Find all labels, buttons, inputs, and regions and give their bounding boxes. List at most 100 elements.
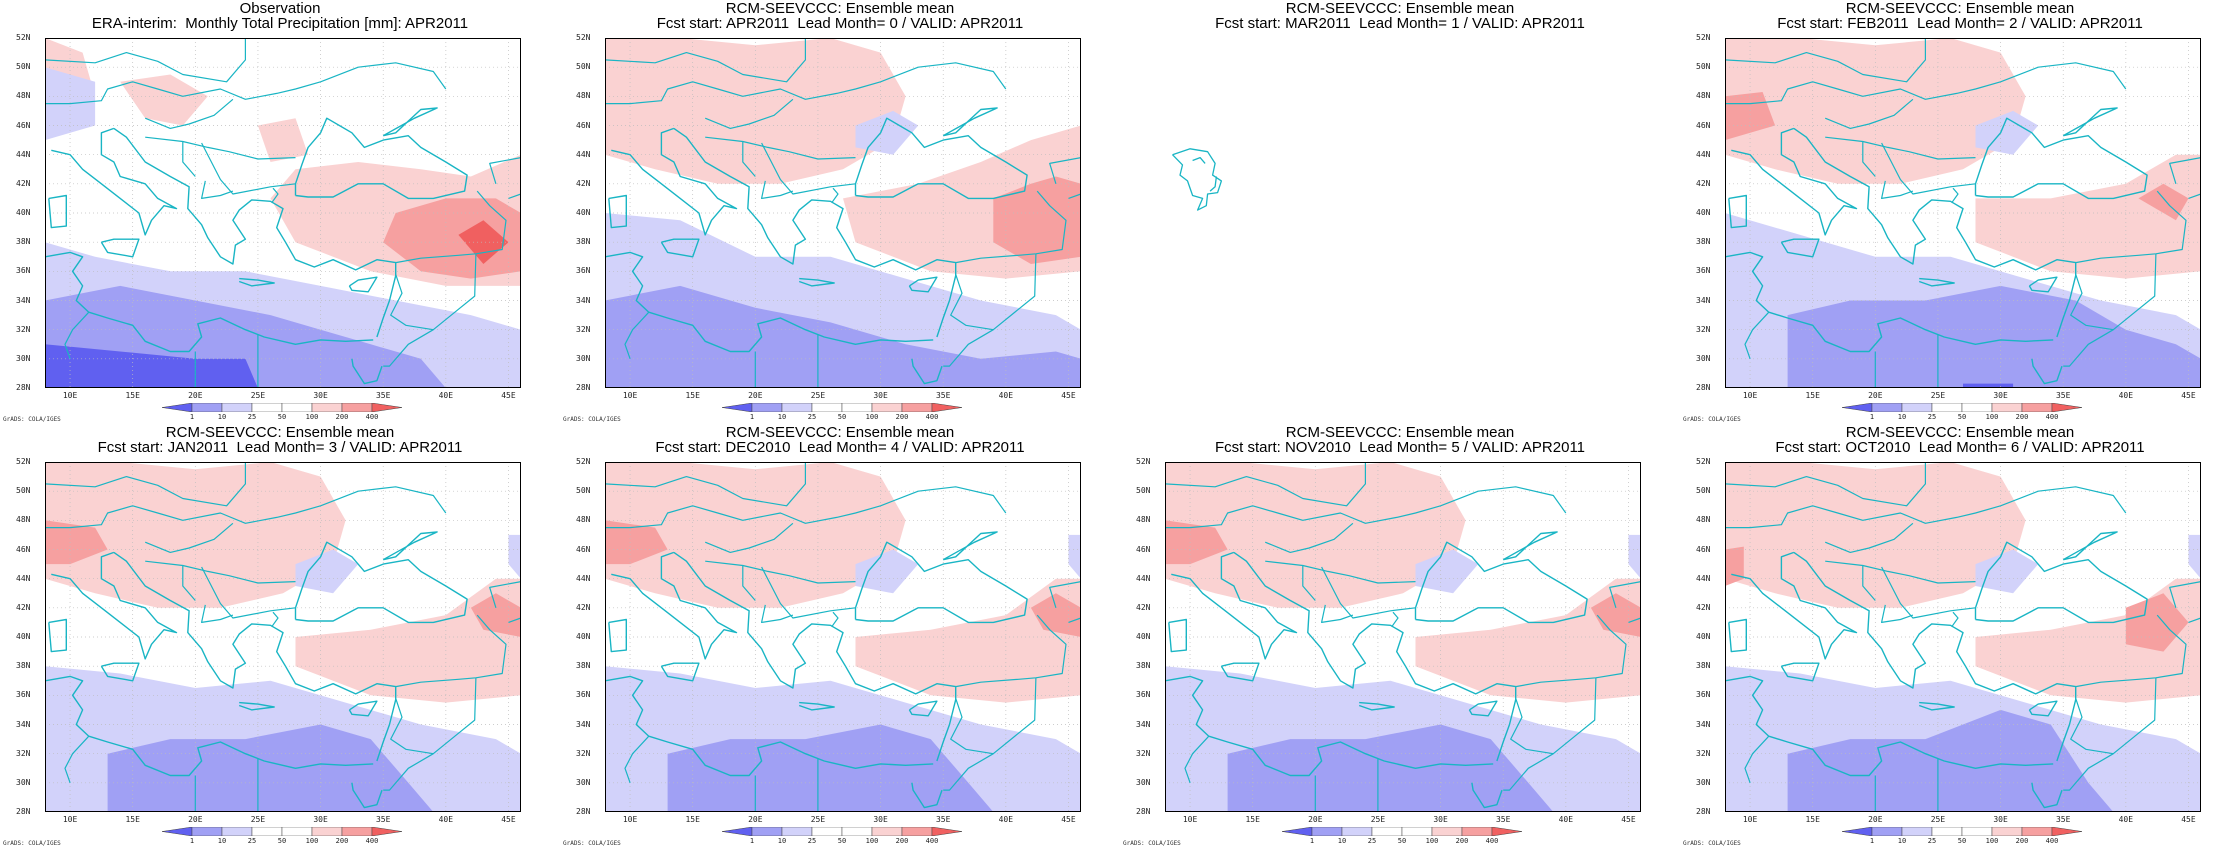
colorbar-swatch bbox=[1961, 403, 1993, 412]
country-border bbox=[201, 566, 296, 619]
country-border bbox=[943, 753, 994, 791]
country-border bbox=[761, 142, 856, 195]
latitude-tick-label: 28N bbox=[16, 807, 31, 816]
colorbar bbox=[1842, 403, 2082, 412]
country-border bbox=[45, 462, 246, 507]
longitude-tick-label: 40E bbox=[1558, 815, 1574, 824]
coastline bbox=[51, 127, 178, 236]
latitude-tick-label: 30N bbox=[1696, 353, 1711, 363]
grads-credit: GrADS: COLA/IGES bbox=[563, 840, 621, 847]
coastline bbox=[1725, 251, 2054, 353]
colorbar-label: 400 bbox=[2045, 413, 2059, 421]
map-frame bbox=[45, 38, 521, 388]
country-border bbox=[1951, 611, 1959, 628]
colorbar-label: 10 bbox=[1337, 837, 1347, 845]
country-border bbox=[45, 486, 447, 529]
latitude-tick-label: 48N bbox=[16, 515, 31, 525]
country-border bbox=[1825, 560, 1876, 601]
country-border bbox=[182, 564, 296, 584]
colorbar-label: 50 bbox=[837, 413, 847, 421]
country-border bbox=[395, 614, 507, 688]
country-border bbox=[761, 566, 856, 619]
colorbar-label: 1 bbox=[749, 413, 755, 421]
map-frame bbox=[605, 38, 1081, 388]
coastline bbox=[798, 277, 835, 287]
country-border bbox=[1184, 735, 1210, 783]
latitude-tick-label: 32N bbox=[576, 748, 591, 758]
country-border bbox=[624, 311, 650, 359]
country-border bbox=[1165, 462, 1366, 507]
country-border bbox=[1824, 98, 1914, 130]
colorbar-swatch bbox=[281, 403, 313, 412]
coastline bbox=[1468, 700, 1498, 717]
country-border bbox=[1881, 142, 1976, 195]
colorbar-swatch bbox=[1901, 403, 1933, 412]
country-border bbox=[508, 183, 521, 199]
colorbar-swatch bbox=[1341, 827, 1373, 836]
country-border bbox=[1049, 157, 1081, 184]
map-frame bbox=[605, 462, 1081, 812]
coastline bbox=[351, 358, 383, 385]
longitude-tick-label: 45E bbox=[1061, 815, 1076, 824]
colorbar-swatch bbox=[751, 403, 783, 412]
longitude-tick-label: 10E bbox=[622, 391, 638, 400]
latitude-tick-label: 32N bbox=[1696, 748, 1711, 758]
colorbar-swatch bbox=[371, 827, 402, 836]
latitude-tick-label: 36N bbox=[16, 266, 31, 276]
panel-title: RCM-SEEVCCC: Ensemble mean bbox=[1845, 0, 2075, 17]
latitude-tick-label: 40N bbox=[576, 208, 591, 217]
coastline bbox=[1918, 277, 1955, 287]
latitude-tick-label: 36N bbox=[576, 690, 591, 700]
coastline bbox=[660, 662, 700, 682]
coastline bbox=[238, 277, 275, 287]
country-border bbox=[1725, 462, 1926, 507]
grads-credit: GrADS: COLA/IGES bbox=[1683, 416, 1741, 423]
colorbar-label: 25 bbox=[247, 837, 257, 845]
coastline bbox=[113, 127, 397, 338]
country-border bbox=[1881, 566, 1976, 619]
colorbar-swatch bbox=[251, 827, 283, 836]
grads-credit: GrADS: COLA/IGES bbox=[3, 840, 61, 847]
latitude-tick-label: 46N bbox=[1136, 544, 1151, 554]
country-border bbox=[1744, 735, 1770, 783]
country-border bbox=[201, 180, 234, 199]
coastline bbox=[1728, 618, 1747, 653]
country-border bbox=[1321, 566, 1416, 619]
coastline bbox=[2031, 358, 2063, 385]
country-border bbox=[1515, 614, 1627, 688]
colorbar-label: 400 bbox=[365, 837, 379, 845]
colorbar-swatch bbox=[781, 827, 813, 836]
colorbar-swatch bbox=[162, 827, 193, 836]
country-border bbox=[1825, 136, 1876, 177]
precip-field-patch bbox=[1068, 534, 1081, 579]
coastline bbox=[45, 675, 374, 777]
colorbar-label: 10 bbox=[1897, 413, 1907, 421]
longitude-tick-label: 20E bbox=[1868, 391, 1883, 400]
coastline bbox=[908, 276, 938, 293]
coastline bbox=[942, 107, 998, 137]
longitude-tick-label: 30E bbox=[313, 391, 328, 400]
coastline bbox=[1502, 531, 1558, 561]
coastline bbox=[608, 194, 627, 229]
latitude-tick-label: 28N bbox=[1136, 807, 1151, 816]
colorbar-label: 25 bbox=[1927, 413, 1937, 421]
map-frame bbox=[1165, 462, 1641, 812]
precip-field-patch bbox=[45, 344, 258, 388]
country-border bbox=[1068, 183, 1081, 199]
colorbar-label: 200 bbox=[895, 837, 909, 845]
latitude-tick-label: 28N bbox=[576, 807, 591, 816]
coastline bbox=[673, 127, 957, 338]
country-border bbox=[201, 142, 296, 195]
precipitation-map bbox=[1725, 462, 2201, 812]
coastline bbox=[1731, 127, 1858, 236]
latitude-tick-label: 44N bbox=[16, 573, 31, 583]
panel-title: RCM-SEEVCCC: Ensemble mean bbox=[1285, 424, 1515, 441]
latitude-tick-label: 46N bbox=[1696, 120, 1711, 130]
latitude-tick-label: 50N bbox=[16, 486, 31, 496]
colorbar-swatch bbox=[751, 827, 783, 836]
coastline bbox=[1793, 127, 2077, 338]
latitude-tick-label: 36N bbox=[576, 266, 591, 276]
colorbar-swatch bbox=[1961, 827, 1993, 836]
panel-title: Observation bbox=[239, 0, 321, 17]
colorbar-swatch bbox=[341, 403, 373, 412]
